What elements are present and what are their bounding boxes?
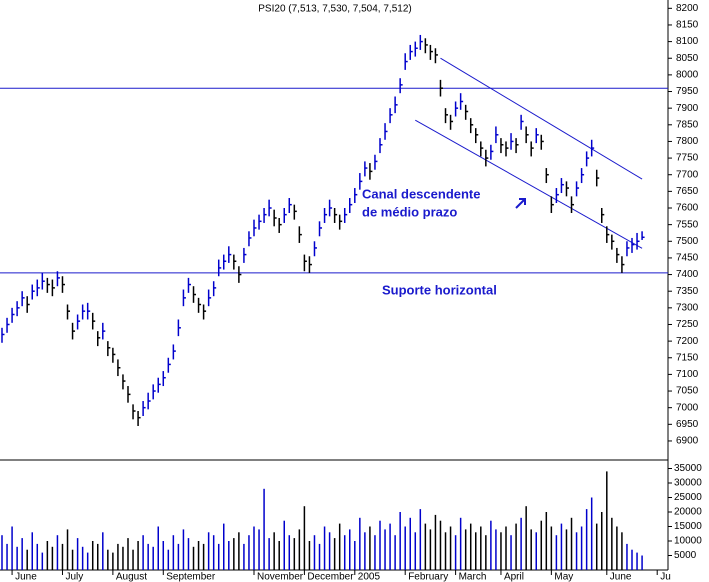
y-tick-label: 7050 bbox=[676, 386, 699, 397]
y-tick-label: 7500 bbox=[676, 236, 699, 247]
x-tick-label: December bbox=[307, 572, 354, 582]
y-tick-label: 7800 bbox=[676, 136, 699, 147]
volume-tick-label: 15000 bbox=[674, 521, 702, 532]
x-tick-label: July bbox=[65, 572, 83, 582]
y-tick-label: 7150 bbox=[676, 352, 699, 363]
annotation: Canal descendente bbox=[362, 186, 481, 201]
x-tick-label: February bbox=[408, 572, 448, 582]
x-tick-label: 2005 bbox=[358, 572, 381, 582]
volume-tick-label: 30000 bbox=[674, 478, 702, 489]
y-tick-label: 7100 bbox=[676, 369, 699, 380]
y-tick-label: 7950 bbox=[676, 86, 699, 97]
y-tick-label: 8100 bbox=[676, 36, 699, 47]
y-tick-label: 6900 bbox=[676, 436, 699, 447]
volume-tick-label: 25000 bbox=[674, 492, 702, 503]
y-tick-label: 8050 bbox=[676, 53, 699, 64]
annotation: Suporte horizontal bbox=[382, 282, 497, 297]
y-tick-label: 7900 bbox=[676, 103, 699, 114]
volume-tick-label: 20000 bbox=[674, 507, 702, 518]
x-tick-label: September bbox=[166, 572, 216, 582]
volume-tick-label: 10000 bbox=[674, 536, 702, 547]
channel-line bbox=[415, 119, 643, 249]
y-tick-label: 8200 bbox=[676, 3, 699, 14]
x-tick-label: June bbox=[15, 572, 37, 582]
x-tick-label: May bbox=[554, 572, 573, 582]
y-tick-label: 7850 bbox=[676, 119, 699, 130]
y-tick-label: 7750 bbox=[676, 153, 699, 164]
x-tick-label: November bbox=[257, 572, 304, 582]
volume-tick-label: 5000 bbox=[674, 550, 697, 561]
y-tick-label: 7300 bbox=[676, 302, 699, 313]
channel-line bbox=[440, 57, 643, 180]
y-tick-label: 7350 bbox=[676, 286, 699, 297]
y-tick-label: 7450 bbox=[676, 253, 699, 264]
y-tick-label: 7400 bbox=[676, 269, 699, 280]
annotation: de médio prazo bbox=[362, 204, 457, 219]
x-tick-label: Ju bbox=[660, 572, 671, 582]
y-tick-label: 7250 bbox=[676, 319, 699, 330]
y-tick-label: 7600 bbox=[676, 203, 699, 214]
arrow bbox=[515, 198, 526, 209]
y-tick-label: 7650 bbox=[676, 186, 699, 197]
y-tick-label: 7700 bbox=[676, 169, 699, 180]
y-tick-label: 7200 bbox=[676, 336, 699, 347]
y-tick-label: 8000 bbox=[676, 70, 699, 81]
y-tick-label: 6950 bbox=[676, 419, 699, 430]
y-tick-label: 7550 bbox=[676, 219, 699, 230]
x-tick-label: August bbox=[116, 572, 147, 582]
x-tick-label: June bbox=[610, 572, 632, 582]
y-tick-label: 8150 bbox=[676, 20, 699, 31]
x-tick-label: March bbox=[459, 572, 487, 582]
x-tick-label: April bbox=[504, 572, 524, 582]
chart-title: PSI20 (7,513, 7,530, 7,504, 7,512) bbox=[258, 4, 411, 15]
volume-tick-label: 35000 bbox=[674, 463, 702, 474]
y-tick-label: 7000 bbox=[676, 402, 699, 413]
